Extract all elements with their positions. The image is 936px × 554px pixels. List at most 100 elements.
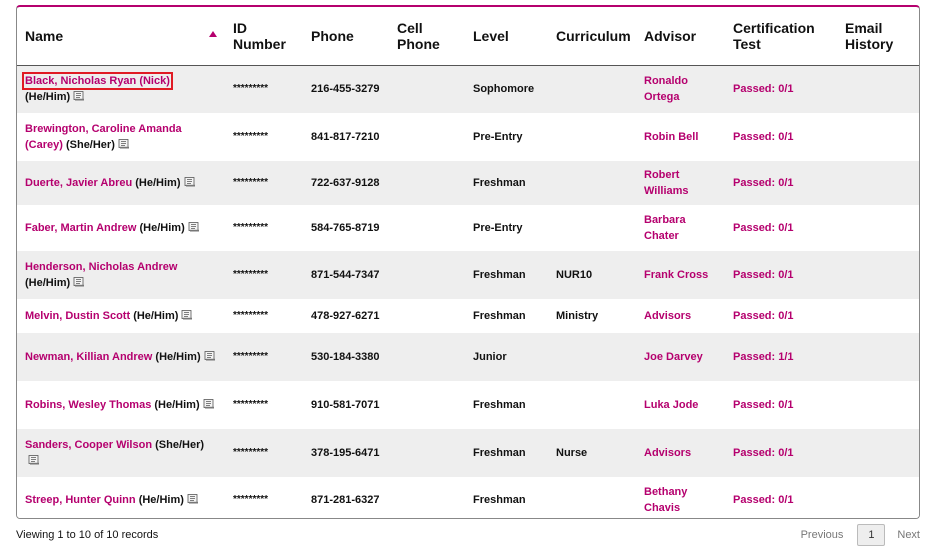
cell-cell-phone (389, 65, 465, 113)
cell-email-history (837, 65, 919, 113)
column-header-cell-phone[interactable]: Cell Phone (389, 7, 465, 66)
student-name-link[interactable]: Robins, Wesley Thomas (25, 399, 152, 411)
cell-advisor: Robert Williams (636, 161, 725, 205)
advisor-link[interactable]: Ronaldo Ortega (644, 75, 688, 104)
certification-test-link[interactable]: Passed: 0/1 (733, 447, 794, 459)
cell-id-number: ********* (225, 429, 303, 477)
advisor-link[interactable]: Robin Bell (644, 131, 699, 143)
student-name-link[interactable]: Sanders, Cooper Wilson (25, 439, 153, 451)
certification-test-link[interactable]: Passed: 0/1 (733, 399, 794, 411)
student-name-link[interactable]: Black, Nicholas Ryan (Nick) (22, 72, 173, 91)
cell-email-history (837, 299, 919, 333)
note-icon[interactable] (73, 276, 85, 287)
pronoun-label: (He/Him) (135, 177, 181, 189)
cell-advisor: Luka Jode (636, 381, 725, 429)
note-icon[interactable] (188, 221, 200, 232)
column-header-level[interactable]: Level (465, 7, 548, 66)
previous-page-button[interactable]: Previous (800, 529, 844, 541)
column-header-name[interactable]: Name (17, 7, 225, 66)
cell-level: Pre-Entry (465, 113, 548, 161)
cell-certification-test: Passed: 1/1 (725, 333, 837, 381)
cell-email-history (837, 251, 919, 299)
advisor-link[interactable]: Frank Cross (644, 269, 709, 281)
note-icon[interactable] (73, 90, 85, 101)
cell-phone: 530-184-3380 (303, 333, 389, 381)
cell-advisor: Ronaldo Ortega (636, 65, 725, 113)
advisor-link[interactable]: Bethany Chavis (644, 486, 688, 514)
pronoun-label: (She/Her) (155, 439, 205, 451)
column-header-advisor[interactable]: Advisor (636, 7, 725, 66)
cell-cell-phone (389, 333, 465, 381)
column-header-id-number[interactable]: ID Number (225, 7, 303, 66)
column-header-email-history[interactable]: Email History (837, 7, 919, 66)
cell-curriculum (548, 161, 636, 205)
certification-test-link[interactable]: Passed: 0/1 (733, 83, 794, 96)
note-icon[interactable] (187, 493, 199, 504)
table-body: Black, Nicholas Ryan (Nick) (He/Him) ****… (17, 65, 919, 518)
cell-email-history (837, 161, 919, 205)
student-name-link[interactable]: Duerte, Javier Abreu (25, 177, 133, 189)
cell-level: Sophomore (465, 65, 548, 113)
cell-level: Freshman (465, 429, 548, 477)
advisor-link[interactable]: Barbara Chater (644, 214, 686, 242)
page-1-button[interactable]: 1 (857, 524, 886, 546)
certification-test-link[interactable]: Passed: 0/1 (733, 131, 794, 143)
certification-test-link[interactable]: Passed: 0/1 (733, 177, 794, 189)
note-icon[interactable] (184, 176, 196, 187)
cell-email-history (837, 113, 919, 161)
advisor-link[interactable]: Luka Jode (644, 399, 699, 411)
cell-email-history (837, 205, 919, 251)
advisor-link[interactable]: Advisors (644, 310, 692, 322)
certification-test-link[interactable]: Passed: 0/1 (733, 269, 794, 281)
student-name-link[interactable]: Melvin, Dustin Scott (25, 310, 131, 322)
pronoun-label: (He/Him) (139, 222, 185, 234)
cell-curriculum (548, 205, 636, 251)
cell-advisor: Robin Bell (636, 113, 725, 161)
cell-curriculum: Nurse (548, 429, 636, 477)
next-page-button[interactable]: Next (897, 529, 920, 541)
cell-advisor: Bethany Chavis (636, 477, 725, 518)
note-icon[interactable] (203, 398, 215, 409)
cell-phone: 871-281-6327 (303, 477, 389, 518)
pronoun-label: (He/Him) (25, 91, 71, 104)
advisor-link[interactable]: Robert Williams (644, 169, 689, 197)
sort-ascending-icon[interactable] (209, 31, 217, 37)
cell-id-number: ********* (225, 299, 303, 333)
cell-email-history (837, 429, 919, 477)
cell-curriculum (548, 381, 636, 429)
cell-curriculum: Ministry (548, 299, 636, 333)
cell-name: Brewington, Caroline Amanda (Carey) (She… (17, 113, 225, 161)
cell-certification-test: Passed: 0/1 (725, 429, 837, 477)
column-header-certification-test[interactable]: Certification Test (725, 7, 837, 66)
table-row: Newman, Killian Andrew (He/Him) *********… (17, 333, 919, 381)
certification-test-link[interactable]: Passed: 0/1 (733, 222, 794, 234)
note-icon[interactable] (204, 350, 216, 361)
advisor-link[interactable]: Joe Darvey (644, 351, 703, 363)
cell-phone: 478-927-6271 (303, 299, 389, 333)
cell-name: Duerte, Javier Abreu (He/Him) (17, 161, 225, 205)
cell-name: Melvin, Dustin Scott (He/Him) (17, 299, 225, 333)
table-row: Henderson, Nicholas Andrew (He/Him) *****… (17, 251, 919, 299)
cell-email-history (837, 477, 919, 518)
student-name-link[interactable]: Streep, Hunter Quinn (25, 494, 136, 506)
note-icon[interactable] (118, 138, 130, 149)
student-name-link[interactable]: Faber, Martin Andrew (25, 222, 137, 234)
certification-test-link[interactable]: Passed: 1/1 (733, 351, 794, 363)
pronoun-label: (He/Him) (138, 494, 184, 506)
cell-cell-phone (389, 161, 465, 205)
certification-test-link[interactable]: Passed: 0/1 (733, 494, 794, 506)
cell-certification-test: Passed: 0/1 (725, 251, 837, 299)
column-header-phone[interactable]: Phone (303, 7, 389, 66)
note-icon[interactable] (181, 309, 193, 320)
advisor-link[interactable]: Advisors (644, 447, 692, 459)
column-header-curriculum[interactable]: Curriculum (548, 7, 636, 66)
table-row: Duerte, Javier Abreu (He/Him) ********* 72… (17, 161, 919, 205)
certification-test-link[interactable]: Passed: 0/1 (733, 310, 794, 322)
pronoun-label: (He/Him) (133, 310, 179, 322)
student-name-link[interactable]: Brewington, Caroline Amanda (Carey) (25, 123, 182, 151)
student-name-link[interactable]: Newman, Killian Andrew (25, 351, 153, 363)
student-name-link[interactable]: Henderson, Nicholas Andrew (25, 261, 178, 273)
cell-phone: 378-195-6471 (303, 429, 389, 477)
cell-certification-test: Passed: 0/1 (725, 65, 837, 113)
note-icon[interactable] (28, 454, 40, 465)
